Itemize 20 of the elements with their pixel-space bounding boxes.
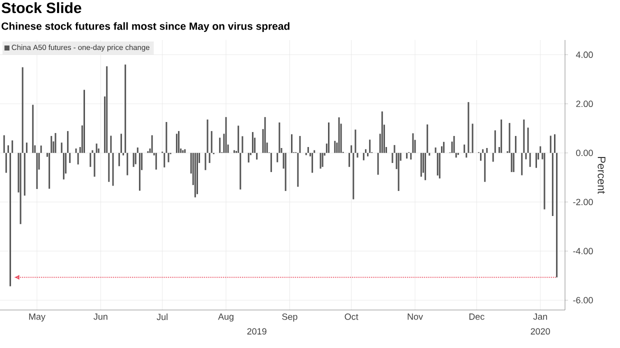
chart-title: Stock Slide [2, 2, 82, 14]
y-tick-label: 4.00 [576, 52, 593, 58]
y-tick-label: 2.00 [576, 100, 593, 107]
text: 2019 [247, 328, 266, 335]
x-tick-label: Aug [218, 314, 234, 322]
y-axis-title: Percent [598, 157, 606, 194]
chart-subtitle: Chinese stock futures fall most since May on virus spread [2, 22, 290, 32]
x-tick-label: Sep [282, 314, 298, 322]
x-tick-label: Jun [94, 314, 108, 320]
x-tick-label: Oct [344, 314, 358, 320]
y-tick-label: 0.00 [576, 150, 593, 156]
y-tick-label: -6.00 [573, 297, 593, 304]
x-tick-label: Nov [408, 314, 423, 320]
y-tick-label: -4.00 [573, 248, 593, 254]
x-tick-label: Dec [469, 314, 484, 320]
text: 2020 [530, 328, 550, 335]
x-tick-label: May [29, 314, 46, 322]
x-tick-label: Jul [156, 314, 168, 320]
x-tick-label: Jan [533, 314, 548, 320]
y-tick-label: -2.00 [573, 198, 593, 206]
